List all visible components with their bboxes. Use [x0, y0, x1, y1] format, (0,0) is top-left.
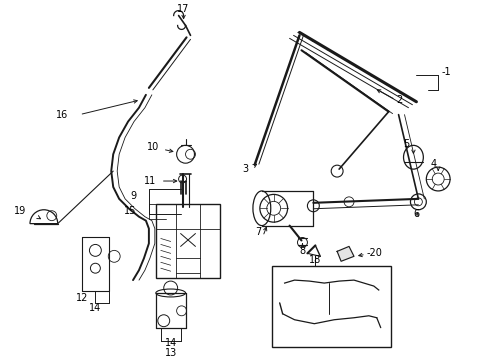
Text: -20: -20	[366, 248, 382, 258]
Text: 14: 14	[89, 303, 102, 313]
Polygon shape	[336, 246, 353, 261]
Text: 16: 16	[56, 110, 68, 120]
Bar	[271, 266, 390, 347]
Text: -1: -1	[440, 67, 450, 77]
Text: 11: 11	[143, 176, 156, 186]
Text: 9: 9	[130, 191, 136, 201]
Text: 12: 12	[76, 293, 88, 303]
Text: 8: 8	[299, 246, 305, 256]
Text: 15: 15	[123, 206, 136, 216]
Text: 5: 5	[403, 139, 409, 149]
Text: 17: 17	[177, 4, 189, 14]
Text: 10: 10	[146, 142, 159, 152]
Text: 7: 7	[254, 226, 261, 237]
Text: 14: 14	[164, 338, 177, 347]
Text: 3: 3	[242, 164, 247, 174]
Text: 13: 13	[164, 348, 177, 359]
Text: 6: 6	[412, 209, 419, 219]
Text: 4: 4	[429, 159, 435, 169]
Text: 18: 18	[308, 255, 321, 265]
Text: 19: 19	[14, 206, 26, 216]
Text: 2: 2	[396, 95, 402, 105]
Bar	[156, 204, 220, 278]
